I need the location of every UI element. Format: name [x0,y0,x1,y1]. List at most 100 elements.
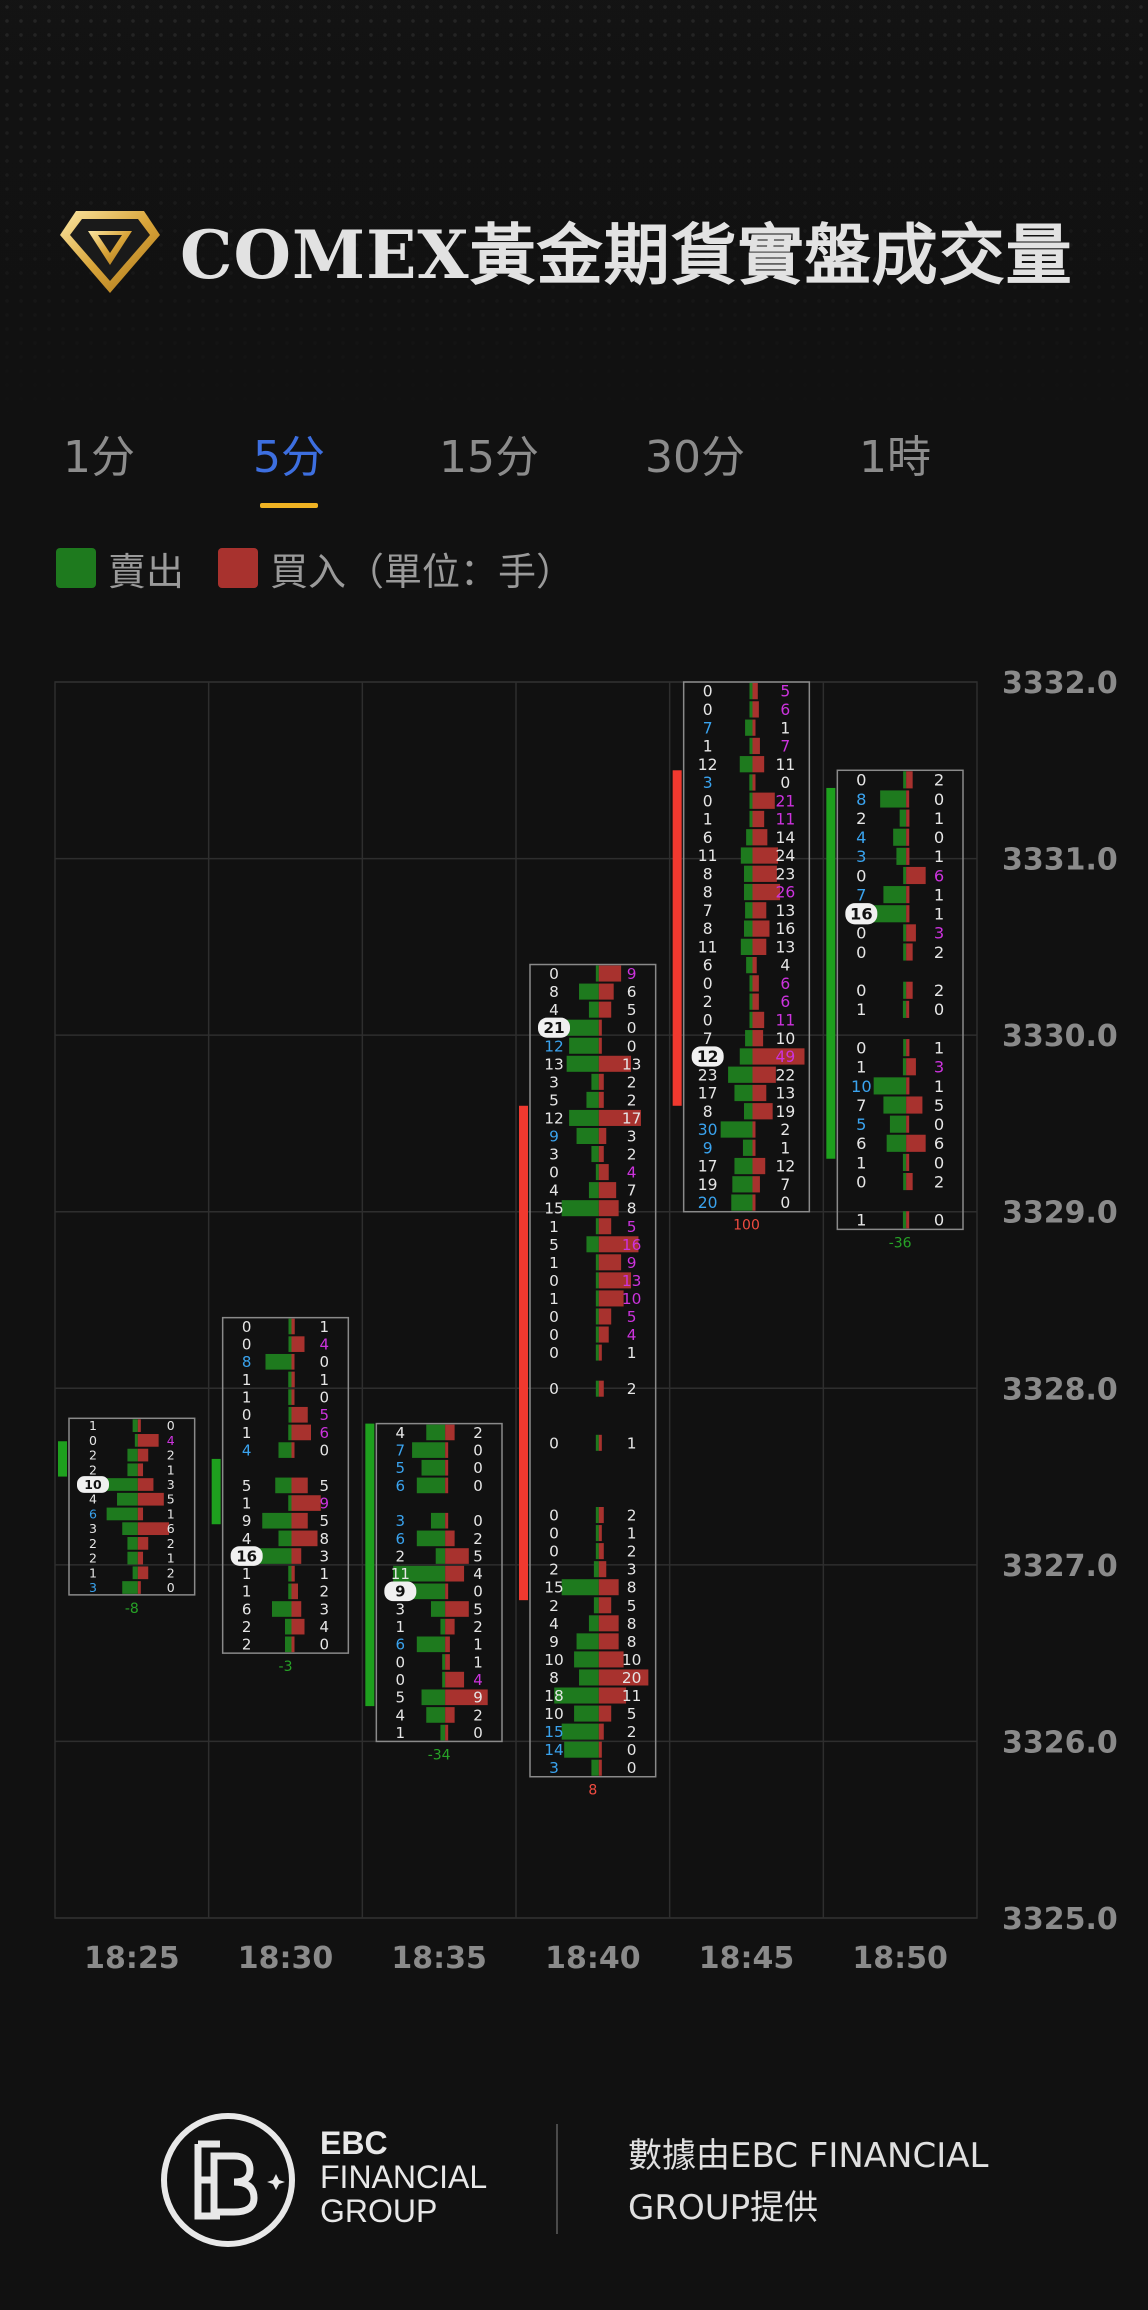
buy-volume-value: 0 [473,1724,483,1742]
tab-1hour[interactable]: 1時 [830,428,960,508]
sell-volume-bar [745,719,753,736]
sell-volume-bar [134,1434,138,1447]
buy-volume-value: 0 [473,1477,483,1495]
sell-volume-bar [745,902,753,919]
tab-5min[interactable]: 5分 [224,428,354,508]
sell-volume-bar [595,1326,599,1343]
buy-volume-bar [598,1507,604,1524]
sell-volume-bar [440,1724,446,1741]
buy-volume-bar [137,1551,144,1565]
sell-volume-value: 0 [242,1318,252,1336]
buy-volume-value: 5 [780,683,790,701]
sell-volume-bar [426,1707,446,1723]
sell-volume-bar [288,1406,292,1423]
price-tick-label: 3331.0 [1002,843,1118,878]
sell-volume-value: 0 [703,683,713,701]
sell-volume-bar [132,1419,138,1433]
buy-volume-bar [137,1448,149,1462]
buy-volume-value: 0 [934,1115,944,1134]
sell-volume-value: 1 [549,1290,559,1308]
sell-volume-bar [591,1073,599,1090]
tab-15min[interactable]: 15分 [414,428,564,508]
sell-volume-bar [288,1583,292,1600]
buy-volume-value: 2 [627,1073,637,1091]
sell-volume-bar [903,866,907,885]
sell-volume-value: 1 [242,1371,252,1389]
sell-volume-bar [873,1077,907,1095]
sell-volume-bar [595,1164,599,1181]
brand-line-1: EBC [320,2125,388,2161]
buy-volume-bar [906,1211,910,1229]
buy-volume-bar [291,1371,295,1388]
sell-volume-bar [569,1109,599,1126]
tab-30min[interactable]: 30分 [620,428,770,508]
buy-volume-value: 2 [627,1091,637,1109]
sell-volume-value: 7 [856,885,866,904]
sell-volume-value: 2 [89,1448,97,1463]
buy-volume-value: 5 [627,1308,637,1326]
buy-volume-value: 3 [167,1477,175,1492]
buy-volume-value: 9 [627,1254,637,1272]
sell-volume-value: 3 [856,847,866,866]
buy-volume-bar [445,1689,488,1706]
buy-volume-value: 9 [473,1689,483,1707]
sell-volume-value: 8 [549,1669,559,1687]
legend-buy-label: 買入（單位：手） [270,549,575,594]
sell-volume-value: 6 [89,1506,97,1521]
buy-volume-value: 10 [775,1030,795,1048]
buy-volume-bar [598,1182,617,1199]
poc-marker [384,1581,417,1602]
tab-label: 1時 [859,432,931,483]
footprint-box [375,1422,503,1743]
buy-volume-bar [445,1654,450,1670]
sell-volume-value: 0 [856,771,866,790]
sell-volume-value: 9 [549,1128,559,1146]
sell-volume-value: 1 [396,1724,406,1742]
buy-volume-bar [598,1236,639,1253]
buy-volume-value: 5 [473,1547,483,1565]
sell-volume-bar [588,1001,599,1018]
sell-volume-value: 0 [242,1406,252,1424]
tab-1min[interactable]: 1分 [44,428,154,508]
sell-volume-bar [288,1495,292,1511]
bar-delta-label: -3 [279,1659,293,1675]
buy-volume-value: 16 [622,1236,642,1254]
sell-volume-bar [744,920,753,937]
sell-volume-value: 0 [703,1012,713,1030]
sell-volume-value: 11 [698,938,718,956]
buy-volume-value: 0 [934,1000,944,1019]
sell-volume-value: 15 [544,1200,564,1218]
sell-volume-value: 1 [242,1494,252,1512]
buy-volume-bar [906,828,910,846]
buy-volume-value: 2 [627,1507,637,1525]
sell-volume-bar [421,1689,446,1706]
buy-volume-value: 3 [320,1547,330,1565]
buy-volume-value: 4 [780,957,790,975]
buy-volume-bar [598,1290,624,1307]
sell-volume-bar [574,1705,599,1722]
sell-volume-value: 0 [856,1039,866,1058]
buy-volume-value: 2 [627,1380,637,1398]
buy-volume-value: 24 [775,847,795,865]
sell-volume-bar [285,1636,292,1653]
buy-volume-value: 1 [934,809,944,828]
buy-volume-bar [137,1492,164,1506]
sell-volume-value: 1 [242,1565,252,1583]
buy-volume-bar [445,1601,469,1617]
interval-tabs: 1分 5分 15分 30分 1時 [44,428,1104,508]
sell-volume-bar [285,1618,292,1635]
buy-volume-bar [752,1103,773,1120]
time-tick-label: 18:25 [84,1941,180,1976]
buy-volume-value: 5 [320,1477,330,1495]
sell-volume-bar [746,956,753,974]
sell-volume-bar [595,1272,599,1289]
sell-volume-value: 9 [395,1583,405,1601]
buy-volume-value: 2 [167,1448,175,1463]
sell-volume-value: 11 [391,1565,410,1583]
brand-line-2: FINANCIAL [320,2159,488,2195]
buy-volume-bar [752,1030,764,1047]
sell-volume-bar [732,1176,753,1193]
buy-volume-bar [906,771,913,789]
price-tick-label: 3329.0 [1002,1196,1118,1231]
buy-volume-value: 2 [934,981,944,1000]
